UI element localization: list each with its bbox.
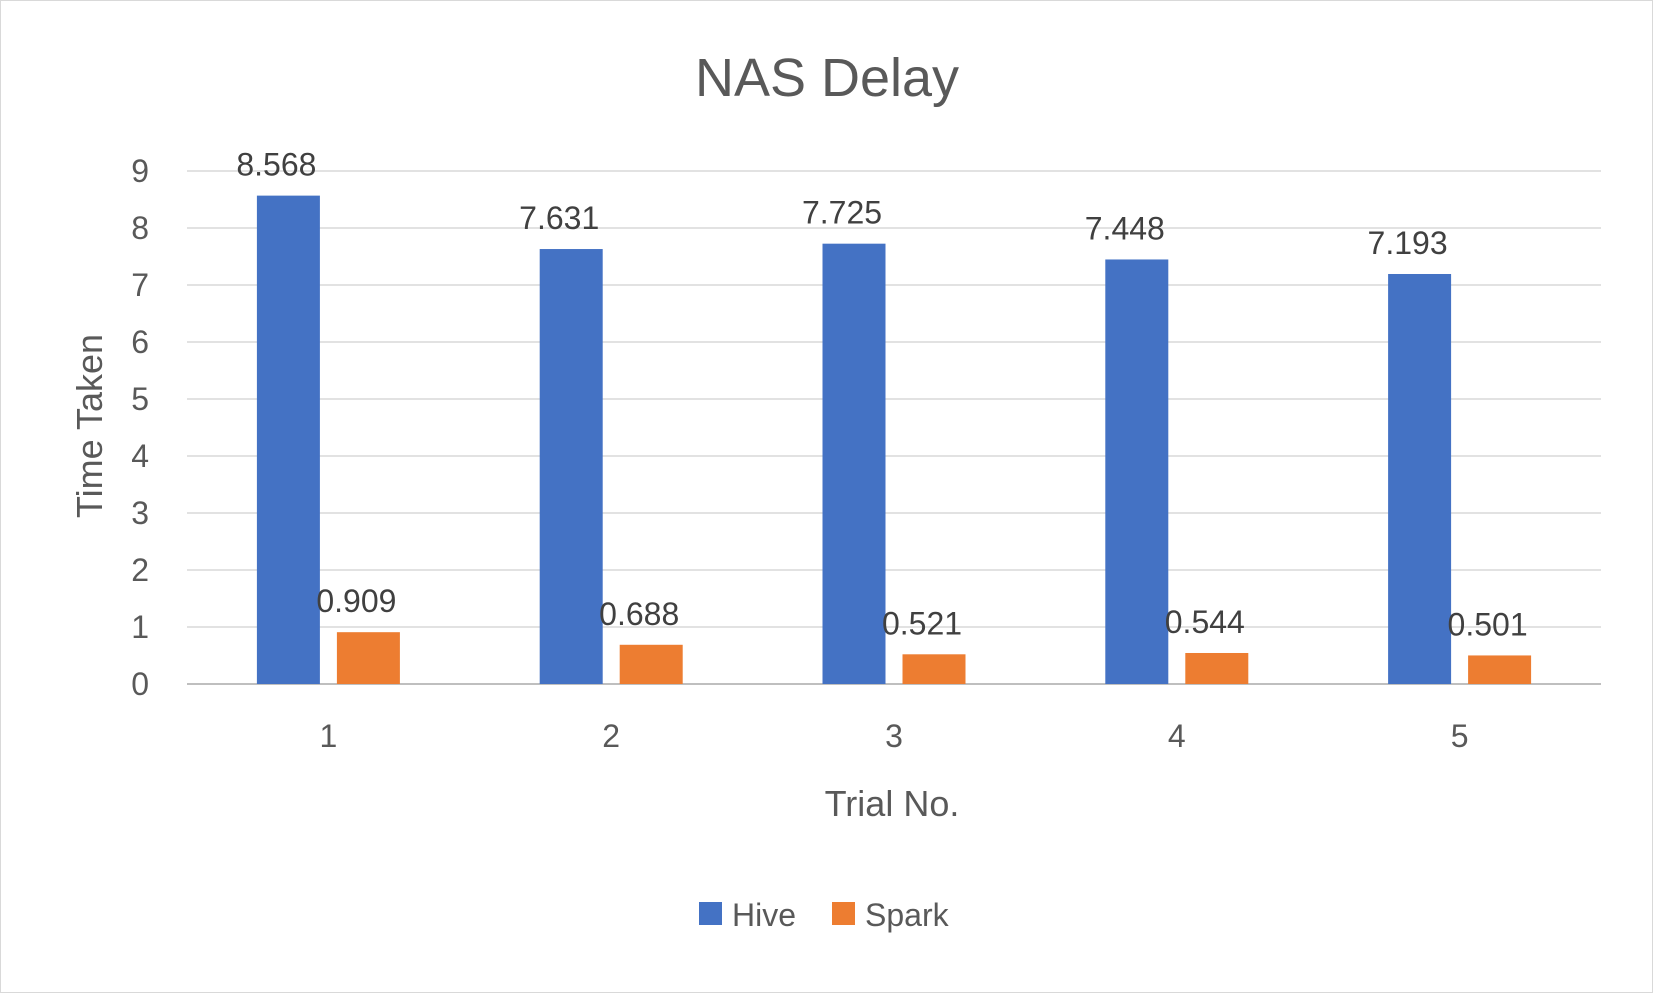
data-label: 7.725 — [802, 195, 882, 231]
x-axis-ticks: 1 2 3 4 5 — [320, 718, 1469, 754]
legend-swatch — [832, 902, 855, 925]
x-tick-label: 3 — [885, 718, 903, 754]
y-tick-label: 1 — [131, 609, 149, 645]
data-label: 8.568 — [236, 147, 316, 183]
data-label: 0.501 — [1448, 606, 1528, 642]
legend-swatch — [699, 902, 722, 925]
y-tick-label: 2 — [131, 552, 149, 588]
bar-hive-4 — [1105, 259, 1169, 684]
data-label: 0.909 — [316, 583, 396, 619]
data-labels: 8.568 0.909 7.631 0.688 7.725 0.521 7.448 0.544… — [236, 147, 1527, 643]
y-axis-title: Time Taken — [69, 334, 110, 518]
bar-spark-1 — [336, 632, 400, 684]
legend-label: Hive — [732, 897, 796, 933]
y-tick-label: 4 — [131, 438, 149, 474]
bar-hive-3 — [822, 243, 886, 685]
y-tick-label: 8 — [131, 210, 149, 246]
legend: Hive Spark — [699, 897, 950, 933]
legend-label: Spark — [865, 897, 950, 933]
bar-spark-2 — [619, 644, 683, 684]
data-label: 0.688 — [599, 596, 679, 632]
bar-spark-3 — [902, 654, 966, 684]
x-axis-title: Trial No. — [825, 783, 960, 824]
x-tick-label: 5 — [1451, 718, 1469, 754]
y-tick-label: 7 — [131, 267, 149, 303]
bar-spark-4 — [1185, 652, 1249, 684]
bar-hive-2 — [539, 249, 603, 684]
data-label: 7.448 — [1085, 210, 1165, 246]
y-axis-ticks: 0 1 2 3 4 5 6 7 8 9 — [131, 153, 149, 702]
y-tick-label: 0 — [131, 666, 149, 702]
x-tick-label: 4 — [1168, 718, 1186, 754]
x-tick-label: 2 — [602, 718, 620, 754]
y-tick-label: 9 — [131, 153, 149, 189]
data-label: 0.521 — [882, 605, 962, 641]
y-tick-label: 5 — [131, 381, 149, 417]
bars — [256, 195, 1532, 685]
y-tick-label: 6 — [131, 324, 149, 360]
y-tick-label: 3 — [131, 495, 149, 531]
data-label: 0.544 — [1165, 604, 1245, 640]
chart-title: NAS Delay — [695, 48, 959, 108]
bar-spark-5 — [1468, 655, 1532, 684]
x-tick-label: 1 — [320, 718, 338, 754]
data-label: 7.631 — [519, 200, 599, 236]
bar-hive-1 — [256, 195, 320, 684]
bar-hive-5 — [1388, 273, 1452, 684]
gridlines — [187, 170, 1601, 685]
data-label: 7.193 — [1368, 225, 1448, 261]
